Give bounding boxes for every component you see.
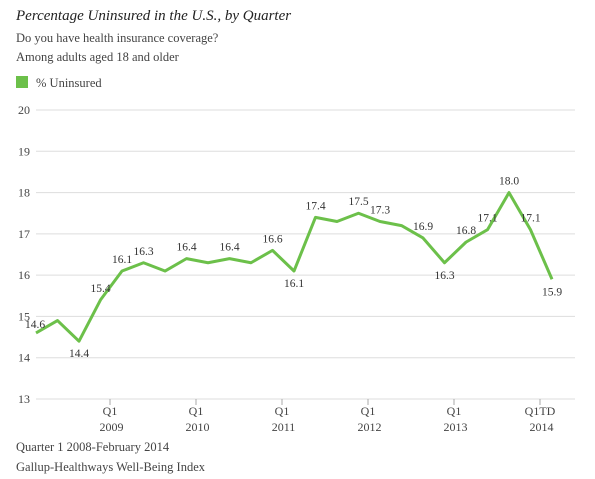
- x-tick-label: Q1 2013: [441, 404, 468, 434]
- value-label: 17.3: [370, 204, 390, 216]
- value-label: 16.6: [262, 233, 282, 245]
- chart-subtitle: Do you have health insurance coverage?: [16, 31, 219, 45]
- y-tick-label: 13: [18, 392, 30, 406]
- legend-label: % Uninsured: [36, 76, 102, 90]
- value-label: 14.6: [25, 319, 45, 331]
- line: [35, 191, 554, 343]
- value-label: 17.1: [477, 213, 497, 225]
- note: Gallup-Healthways Well-Being Index: [16, 460, 206, 474]
- value-label: 16.3: [434, 270, 454, 282]
- value-label: 16.3: [133, 246, 153, 258]
- value-label: 16.4: [176, 242, 196, 254]
- x-tick-label: Q1 2010: [183, 404, 210, 434]
- value-label: 17.4: [305, 200, 325, 212]
- y-tick-label: 19: [18, 144, 30, 158]
- y-tick-label: 18: [18, 186, 30, 200]
- x-tick-label: Q1 2012: [355, 404, 382, 434]
- x-tick-label: Q1 2009: [97, 404, 124, 434]
- value-label: 16.1: [284, 278, 304, 290]
- chart-subtitle: Among adults aged 18 and older: [16, 50, 180, 64]
- value-label: 15.9: [542, 286, 562, 298]
- y-tick-label: 16: [18, 268, 30, 282]
- value-label: 16.1: [112, 254, 132, 266]
- y-tick-label: 20: [18, 103, 30, 117]
- value-label: 17.5: [348, 196, 368, 208]
- legend-swatch: [16, 76, 28, 88]
- value-label: 15.4: [90, 283, 110, 295]
- y-tick-label: 17: [18, 227, 30, 241]
- x-tick-label: Q1 2011: [269, 404, 296, 434]
- value-label: 14.4: [69, 348, 89, 360]
- note: Quarter 1 2008-February 2014: [16, 440, 170, 454]
- value-label: 16.8: [456, 225, 476, 237]
- value-label: 16.4: [219, 242, 239, 254]
- x-tick-label: Q1TD 2014: [525, 404, 556, 434]
- y-tick-label: 14: [18, 351, 30, 365]
- value-label: 17.1: [520, 213, 540, 225]
- value-label: 18.0: [499, 176, 519, 188]
- y-tick-label: 15: [18, 309, 30, 323]
- chart-title: Percentage Uninsured in the U.S., by Qua…: [15, 8, 291, 24]
- value-label: 16.9: [413, 221, 433, 233]
